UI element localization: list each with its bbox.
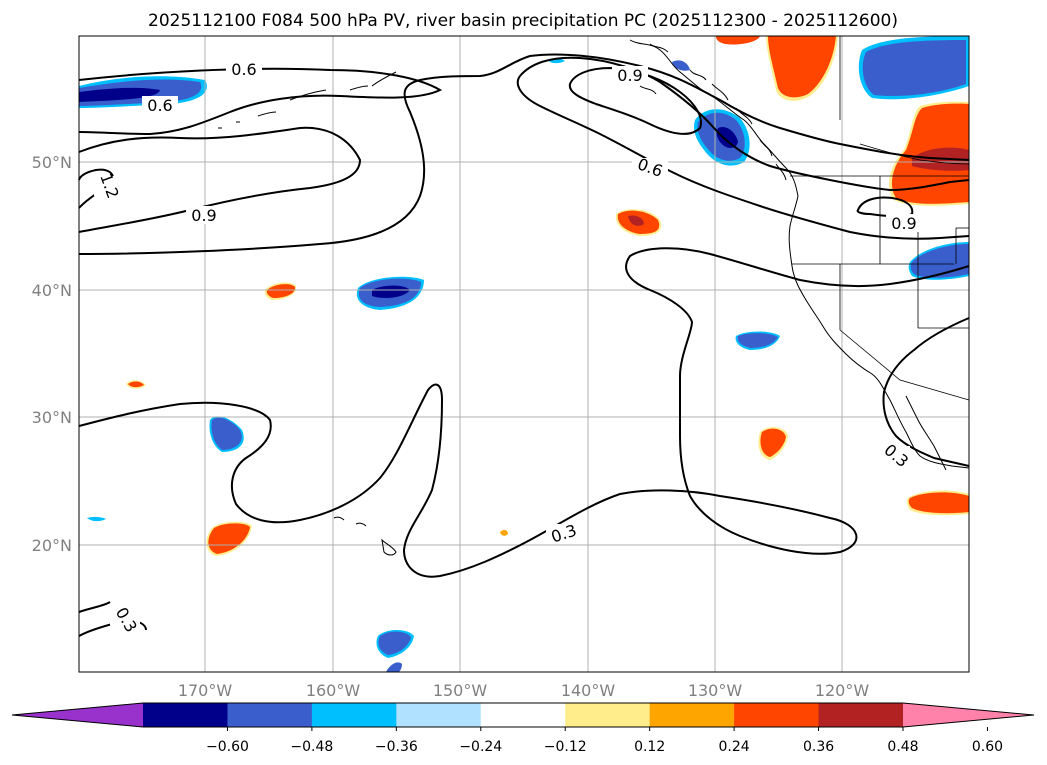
- map-background: [79, 36, 969, 672]
- colorbar-tick-label: 0.12: [634, 739, 665, 755]
- lon-label: 120°W: [815, 681, 870, 700]
- lon-label: 150°W: [433, 681, 488, 700]
- contour-label: 0.6: [231, 60, 256, 79]
- colorbar-segment: [734, 703, 820, 727]
- precip-patch-pos: [908, 492, 969, 514]
- colorbar-tick-label: −0.36: [375, 739, 418, 755]
- colorbar-segment: [396, 703, 482, 727]
- precip-patch-neg: [87, 516, 106, 522]
- colorbar-tick-label: 0.48: [887, 739, 918, 755]
- precip-patch-neg: [386, 662, 402, 672]
- precip-patch-neg: [737, 333, 778, 348]
- precip-patch-neg: [211, 417, 242, 450]
- map-frame: [78, 35, 970, 673]
- precip-patch-neg: [378, 631, 411, 655]
- colorbar-tick-label: −0.60: [206, 739, 249, 755]
- colorbar-segment: [565, 703, 651, 727]
- lat-label: 20°N: [32, 536, 72, 555]
- lon-label: 140°W: [561, 681, 616, 700]
- colorbar-segment: [143, 703, 228, 727]
- gridlines: [79, 36, 969, 672]
- colorbar-tick-label: 0.60: [972, 739, 1003, 755]
- colorbar-extend-low: [12, 703, 143, 727]
- colorbar-outline: [11, 702, 1035, 728]
- lat-labels: 50°N 40°N 30°N 20°N: [32, 153, 72, 555]
- lon-label: 160°W: [306, 681, 361, 700]
- precip-patch-pos: [768, 36, 836, 98]
- colorbar: −0.60 −0.48 −0.36 −0.24 −0.12 0.12 0.24 0.36 0.4…: [11, 702, 1035, 755]
- colorbar-tick-label: 0.24: [719, 739, 750, 755]
- contour-label: 0.9: [891, 214, 916, 233]
- colorbar-segment: [311, 703, 397, 727]
- colorbar-segments: [12, 703, 1034, 727]
- lon-labels: 170°W 160°W 150°W 140°W 130°W 120°W: [178, 681, 870, 700]
- colorbar-extend-high: [903, 703, 1034, 727]
- colorbar-segment: [818, 703, 904, 727]
- precip-patch-pos: [500, 529, 508, 536]
- colorbar-tick-label: 0.36: [803, 739, 834, 755]
- colorbar-ticks: −0.60 −0.48 −0.36 −0.24 −0.12 0.12 0.24 0.36 0.4…: [206, 727, 1003, 755]
- lat-label: 30°N: [32, 408, 72, 427]
- precip-patch-pos: [716, 36, 760, 45]
- precip-patch-neg: [862, 40, 966, 96]
- precip-patch-neg: [716, 126, 738, 148]
- lon-label: 130°W: [688, 681, 743, 700]
- lat-label: 50°N: [32, 153, 72, 172]
- contour-label: 0.9: [617, 66, 642, 85]
- contour-label: 0.9: [191, 206, 216, 225]
- colorbar-segment: [227, 703, 313, 727]
- precip-patch-pos: [628, 215, 644, 226]
- precip-patch-neg: [910, 244, 969, 278]
- contour-label: 0.6: [147, 96, 172, 115]
- precip-patch-neg: [372, 285, 410, 298]
- precip-patch-neg: [79, 87, 160, 102]
- precip-shading: [79, 36, 969, 672]
- figure-title: 2025112100 F084 500 hPa PV, river basin …: [148, 11, 898, 31]
- colorbar-tick-label: −0.12: [544, 739, 587, 755]
- colorbar-segment: [649, 703, 735, 727]
- lon-label: 170°W: [178, 681, 233, 700]
- colorbar-tick-label: −0.24: [459, 739, 502, 755]
- colorbar-tick-label: −0.48: [290, 739, 333, 755]
- precip-patch-pos: [266, 284, 296, 298]
- lat-label: 40°N: [32, 281, 72, 300]
- precip-patch-pos: [760, 428, 786, 457]
- colorbar-segment: [480, 703, 566, 727]
- precip-patch-pos: [208, 523, 250, 554]
- precip-patch-pos: [128, 381, 144, 388]
